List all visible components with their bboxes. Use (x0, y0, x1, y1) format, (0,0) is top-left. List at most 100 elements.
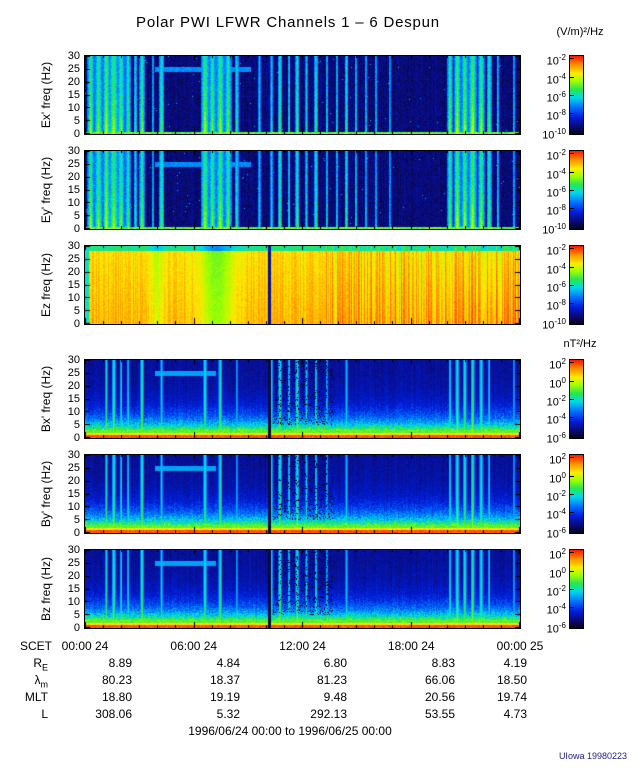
ephemeris-value: 20.56 (424, 690, 455, 704)
y-tick-label-ex-15: 15 (67, 89, 80, 101)
y-axis-label-ez: Ez freq (Hz) (39, 252, 53, 318)
colorbar-tick-label-ez: 10-6 (546, 280, 566, 295)
ephemeris-value: 66.06 (424, 673, 455, 687)
x-axis-name: SCET (19, 639, 52, 653)
time-range-label: 1996/06/24 00:00 to 1996/06/25 00:00 (188, 724, 392, 738)
ephemeris-value: 8.89 (108, 656, 132, 670)
colorbar-tick-label-bx: 100 (549, 375, 566, 391)
colorbar-tick-mark (570, 552, 574, 554)
y-axis-label-by: By' freq (Hz) (39, 460, 53, 528)
colorbar-tick-mark (570, 171, 574, 173)
colorbar-tick-mark (570, 248, 574, 250)
ephemeris-value: 8.83 (431, 656, 455, 670)
colorbar-tick-label-ey: 10-10 (542, 221, 566, 237)
colorbar-ey (569, 150, 584, 230)
y-tick-label-ez-0: 0 (73, 318, 80, 330)
colorbar-tick-mark (570, 435, 574, 437)
y-tick-label-by-15: 15 (67, 488, 80, 500)
colorbar-tick-label-bx: 102 (549, 357, 566, 372)
y-axis-label-ey: Ey' freq (Hz) (39, 156, 53, 224)
y-tick-label-ey-20: 20 (67, 171, 80, 183)
y-axis-label-bx: Bx' freq (Hz) (39, 365, 53, 433)
y-tick-label-bx-30: 30 (67, 354, 80, 366)
colorbar-tick-mark (570, 266, 574, 268)
colorbar-tick-mark (570, 589, 574, 590)
y-tick-label-ez-25: 25 (67, 253, 80, 265)
y-tick-label-by-0: 0 (73, 527, 80, 539)
colorbar-tick-mark (570, 208, 574, 210)
colorbar-tick-label-ey: 10-4 (546, 166, 566, 182)
ephemeris-row-label: MLT (24, 690, 48, 704)
x-tick-label: 00:00 24 (61, 639, 109, 653)
colorbar-tick-label-bz: 10-4 (546, 602, 566, 617)
y-tick-label-ex-30: 30 (67, 50, 80, 62)
x-tick-label: 00:00 25 (496, 639, 544, 653)
y-tick-label-by-20: 20 (67, 475, 80, 487)
colorbar-tick-mark (570, 570, 574, 572)
colorbar-tick-label-ex: 10-6 (546, 90, 566, 105)
colorbar-tick-label-by: 10-4 (546, 507, 566, 522)
ephemeris-value: 4.73 (503, 707, 527, 721)
electric-units-label: (V/m)²/Hz (556, 26, 604, 38)
y-tick-label-ex-25: 25 (67, 63, 80, 75)
y-tick-label-ex-5: 5 (73, 115, 80, 127)
colorbar-tick-label-bx: 10-4 (546, 412, 566, 427)
colorbar-tick-mark (570, 285, 574, 286)
y-tick-label-ex-20: 20 (67, 76, 80, 88)
colorbar-tick-mark (570, 362, 574, 364)
colorbar-tick-mark (570, 95, 574, 96)
ephemeris-value: 18.37 (209, 673, 240, 687)
colorbar-tick-mark (570, 530, 574, 532)
ephemeris-value: 53.55 (424, 707, 455, 721)
y-tick-label-bx-0: 0 (73, 432, 80, 444)
y-tick-label-bz-25: 25 (67, 557, 80, 569)
y-tick-label-ez-15: 15 (67, 279, 80, 291)
spectrogram-bz (84, 549, 521, 629)
colorbar-tick-mark (570, 494, 574, 495)
y-tick-label-bx-15: 15 (67, 393, 80, 405)
y-tick-label-by-30: 30 (67, 449, 80, 461)
colorbar-tick-label-ez: 10-10 (542, 316, 566, 332)
colorbar-tick-mark (570, 190, 574, 191)
ephemeris-row-label: L (41, 707, 48, 721)
colorbar-tick-label-ey: 10-2 (546, 148, 566, 163)
x-tick-label: 18:00 24 (387, 639, 435, 653)
colorbar-tick-mark (570, 399, 574, 400)
colorbar-bz (569, 549, 584, 629)
spectrogram-ez (84, 245, 521, 325)
ephemeris-value: 6.80 (323, 656, 347, 670)
ephemeris-value: 18.80 (101, 690, 132, 704)
ephemeris-row-label: RE (33, 656, 48, 673)
y-tick-label-bz-0: 0 (73, 622, 80, 634)
y-tick-label-bz-10: 10 (67, 596, 80, 608)
colorbar-tick-mark (570, 58, 574, 60)
x-tick-label: 12:00 24 (279, 639, 326, 653)
y-tick-label-ez-30: 30 (67, 240, 80, 252)
colorbar-tick-mark (570, 131, 574, 133)
colorbar-tick-label-bx: 10-6 (546, 430, 566, 446)
colorbar-tick-label-bz: 10-6 (546, 620, 566, 636)
y-tick-label-bz-20: 20 (67, 570, 80, 582)
ephemeris-value: 5.32 (216, 707, 240, 721)
y-tick-label-by-10: 10 (67, 501, 80, 513)
colorbar-tick-mark (570, 607, 574, 609)
colorbar-tick-label-ex: 10-8 (546, 108, 566, 123)
colorbar-tick-mark (570, 76, 574, 78)
y-tick-label-by-5: 5 (73, 514, 80, 526)
colorbar-tick-mark (570, 153, 574, 155)
colorbar-tick-mark (570, 512, 574, 514)
colorbar-tick-label-bz: 100 (549, 565, 566, 581)
colorbar-tick-label-ex: 10-2 (546, 53, 566, 68)
x-tick-label: 06:00 24 (170, 639, 218, 653)
figure-title: Polar PWI LFWR Channels 1 – 6 Despun (136, 14, 440, 31)
ephemeris-value: 4.84 (216, 656, 240, 670)
colorbar-tick-label-ez: 10-4 (546, 261, 566, 277)
ephemeris-row-label: λm (34, 673, 49, 690)
colorbar-tick-label-ez: 10-2 (546, 243, 566, 258)
colorbar-tick-mark (570, 303, 574, 305)
colorbar-ez (569, 245, 584, 325)
y-tick-label-ex-0: 0 (73, 128, 80, 140)
ephemeris-value: 19.74 (496, 690, 527, 704)
ephemeris-value: 80.23 (101, 673, 132, 687)
